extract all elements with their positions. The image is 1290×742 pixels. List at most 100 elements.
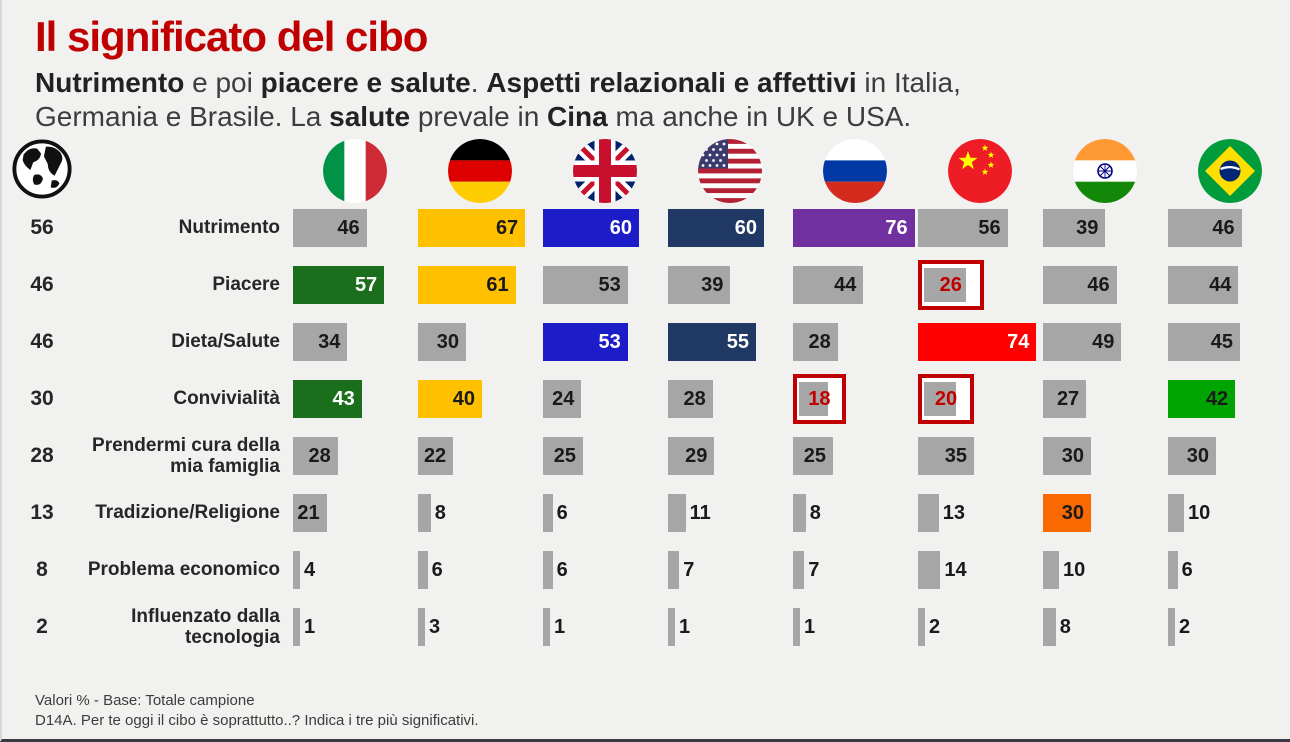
world-value: 56	[30, 216, 54, 239]
bar-cell: 27	[1042, 371, 1167, 428]
flag-russia-icon	[792, 132, 917, 210]
flag-uk-icon	[542, 132, 667, 210]
bar-value: 10	[1063, 558, 1086, 581]
bar: 56	[918, 209, 1008, 247]
bar-value: 53	[598, 273, 621, 296]
subtitle-segment: e poi	[184, 67, 261, 99]
bar: 46	[1043, 266, 1117, 304]
bar: 55	[668, 323, 756, 361]
bar: 74	[918, 323, 1037, 361]
row-label: Piacere	[212, 274, 280, 296]
bar: 30	[1043, 494, 1091, 532]
subtitle-segment: ma anche in UK e USA.	[607, 101, 912, 133]
page-title: Il significato del cibo	[35, 13, 428, 60]
row-label: Dieta/Salute	[171, 331, 280, 353]
bar-value: 18	[808, 387, 831, 410]
bar-value: 30	[1061, 501, 1084, 524]
bar-value: 1	[679, 615, 691, 638]
bar: 24	[543, 380, 582, 418]
bar-cell: 25	[542, 428, 667, 485]
bar: 43	[293, 380, 362, 418]
subtitle-segment: prevale in	[410, 101, 548, 133]
bar: 76	[793, 209, 915, 247]
bar-value: 39	[1076, 216, 1099, 239]
bar-value: 2	[1179, 615, 1191, 638]
bar-value: 25	[553, 444, 576, 467]
flag-usa-icon	[667, 132, 792, 210]
bar-cell: 40	[417, 371, 542, 428]
bar-value: 14	[944, 558, 967, 581]
bar-value: 26	[939, 273, 962, 296]
bar	[918, 608, 925, 646]
row-label: Nutrimento	[178, 217, 280, 239]
bar	[1043, 608, 1056, 646]
bar-value: 8	[809, 501, 821, 524]
bar	[924, 382, 956, 416]
flag-italy-icon	[292, 132, 417, 210]
bar	[668, 551, 680, 589]
bar-value: 44	[834, 273, 857, 296]
bar-cell: 30	[1042, 428, 1167, 485]
bar: 39	[668, 266, 731, 304]
bar-value: 7	[683, 558, 695, 581]
flag-india-icon	[1042, 132, 1167, 210]
subtitle-segment: Nutrimento	[35, 67, 185, 99]
bar-value: 67	[495, 216, 519, 239]
bar-value: 24	[552, 387, 575, 410]
bar: 30	[1168, 437, 1216, 475]
bar-value: 3	[429, 615, 441, 638]
flag-germany-icon	[417, 132, 542, 210]
bar-cell: 6	[1167, 542, 1290, 599]
subtitle-segment: .	[470, 67, 487, 99]
globe-icon	[11, 138, 73, 205]
bar-cell: 6	[542, 485, 667, 542]
bar-cell: 13	[917, 485, 1042, 542]
bar: 46	[1168, 209, 1242, 247]
bar-value: 6	[556, 501, 568, 524]
bar: 44	[793, 266, 864, 304]
subtitle-segment: Aspetti relazionali e affettivi	[486, 67, 857, 99]
bar-cell: 6	[417, 542, 542, 599]
bar: 45	[1168, 323, 1240, 361]
bar: 67	[418, 209, 526, 247]
bar	[1168, 608, 1175, 646]
bar-value: 60	[734, 216, 757, 239]
bar-cell: 10	[1167, 485, 1290, 542]
bar-cell: 3	[417, 599, 542, 656]
bar-cell: 26	[917, 257, 1042, 314]
bar-value: 43	[332, 387, 355, 410]
bar-cell: 39	[667, 257, 792, 314]
globe-cell	[2, 132, 82, 210]
bar-cell: 20	[917, 371, 1042, 428]
bar-value: 30	[436, 330, 459, 353]
bar: 30	[418, 323, 466, 361]
bar-cell: 18	[792, 371, 917, 428]
bar	[793, 551, 805, 589]
bar-cell: 57	[292, 257, 417, 314]
bar: 40	[418, 380, 482, 418]
bar	[799, 382, 828, 416]
bar-value: 53	[598, 330, 621, 353]
bar-cell: 60	[542, 200, 667, 257]
bar: 25	[543, 437, 583, 475]
flag-header-spacer	[82, 132, 292, 210]
bar: 34	[293, 323, 348, 361]
world-value: 2	[36, 615, 48, 638]
bar-cell: 74	[917, 314, 1042, 371]
bar-value: 46	[1087, 273, 1110, 296]
subtitle-segment: Cina	[547, 101, 608, 133]
bar-value: 61	[486, 273, 509, 296]
bar-value: 7	[808, 558, 820, 581]
world-value: 30	[30, 387, 54, 410]
bar-cell: 28	[792, 314, 917, 371]
bar-value: 1	[304, 615, 316, 638]
bar: 22	[418, 437, 454, 475]
bar-value: 25	[803, 444, 826, 467]
bar-value: 28	[808, 330, 831, 353]
bar-value: 1	[554, 615, 566, 638]
bar-cell: 55	[667, 314, 792, 371]
bar-cell: 6	[542, 542, 667, 599]
row-label: Problema economico	[87, 559, 280, 581]
bar-value: 21	[297, 501, 320, 524]
bar-cell: 1	[667, 599, 792, 656]
